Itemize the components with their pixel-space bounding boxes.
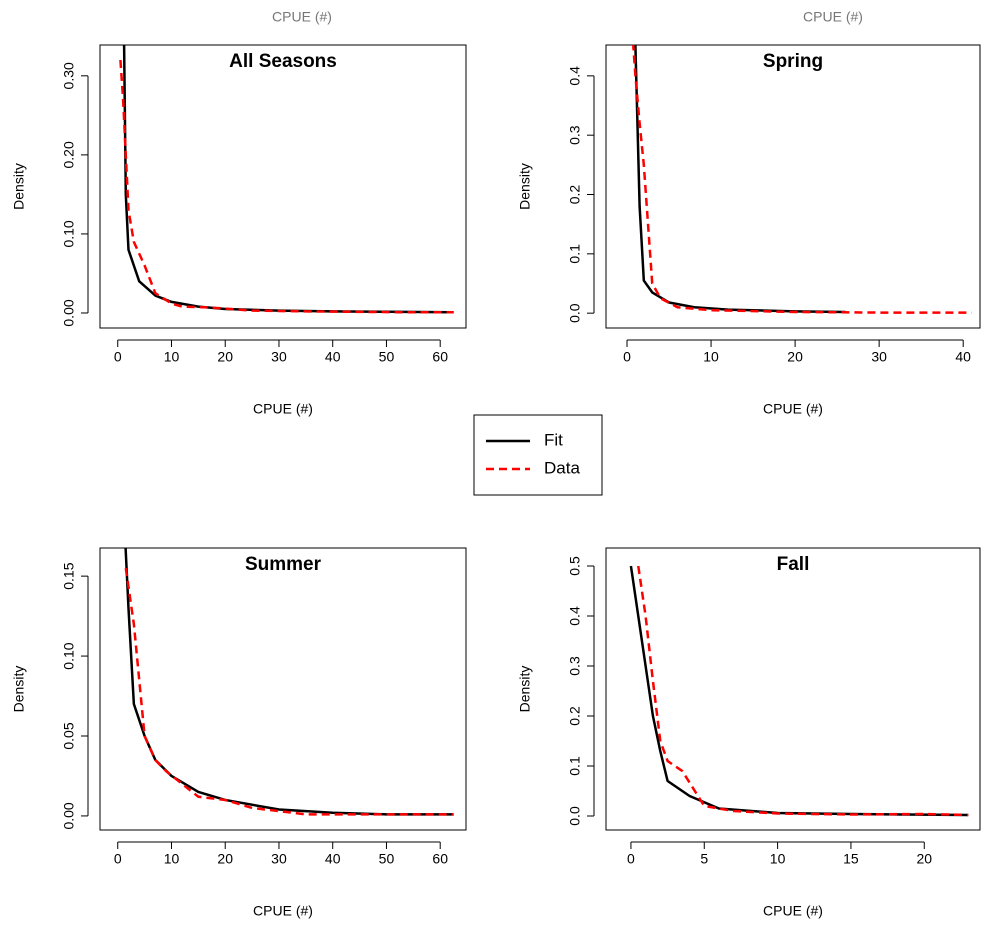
x-tick-label: 0 — [623, 349, 631, 365]
y-tick-label: 0.00 — [61, 299, 77, 326]
y-tick-label: 0.00 — [61, 802, 77, 829]
x-tick-label: 60 — [432, 349, 448, 365]
legend: Fit Data — [473, 414, 603, 496]
x-tick-label: 40 — [325, 349, 341, 365]
y-tick-label: 0.3 — [567, 656, 583, 676]
x-tick-label: 5 — [700, 851, 708, 867]
series-line — [631, 45, 972, 314]
x-tick-label: 10 — [164, 349, 180, 365]
y-tick-label: 0.10 — [61, 220, 77, 247]
cropped-label: CPUE (#) — [272, 9, 332, 25]
y-tick-label: 0.1 — [567, 244, 583, 264]
x-tick-label: 10 — [770, 851, 786, 867]
x-tick-label: 20 — [217, 349, 233, 365]
cropped-label: CPUE (#) — [803, 9, 863, 25]
x-tick-label: 40 — [325, 851, 341, 867]
x-tick-label: 15 — [843, 851, 859, 867]
plot-box — [605, 44, 981, 329]
plot-box — [605, 547, 981, 831]
x-tick-label: 50 — [379, 851, 395, 867]
x-axis-label: CPUE (#) — [763, 903, 823, 919]
x-tick-label: 0 — [627, 851, 635, 867]
y-tick-label: 0.2 — [567, 185, 583, 205]
x-tick-label: 30 — [271, 851, 287, 867]
plot-box — [99, 547, 467, 831]
y-tick-label: 0.05 — [61, 722, 77, 749]
x-tick-label: 20 — [916, 851, 932, 867]
x-axis-label: CPUE (#) — [763, 401, 823, 417]
y-tick-label: 0.2 — [567, 706, 583, 726]
y-axis-label: Density — [517, 163, 533, 210]
legend-label: Fit — [544, 430, 563, 449]
chart-title: Summer — [245, 554, 322, 575]
chart-title: Fall — [777, 554, 810, 575]
y-tick-label: 0.30 — [61, 62, 77, 89]
series-line — [634, 45, 846, 314]
y-tick-label: 0.10 — [61, 642, 77, 669]
y-tick-label: 0.20 — [61, 141, 77, 168]
y-tick-label: 0.1 — [567, 756, 583, 776]
y-axis-label: Density — [517, 666, 533, 713]
series-line — [637, 565, 969, 817]
x-tick-label: 30 — [871, 349, 887, 365]
x-axis-label: CPUE (#) — [253, 401, 313, 417]
x-tick-label: 20 — [787, 349, 803, 365]
x-tick-label: 0 — [114, 349, 122, 365]
plot-box — [99, 44, 467, 329]
y-axis-label: Density — [11, 163, 27, 210]
series-line — [124, 548, 454, 816]
y-axis-label: Density — [11, 666, 27, 713]
x-tick-label: 30 — [271, 349, 287, 365]
x-tick-label: 10 — [703, 349, 719, 365]
y-tick-label: 0.15 — [61, 562, 77, 589]
x-tick-label: 40 — [955, 349, 971, 365]
legend-box — [473, 414, 603, 496]
y-tick-label: 0.3 — [567, 125, 583, 145]
x-tick-label: 50 — [379, 349, 395, 365]
x-tick-label: 0 — [114, 851, 122, 867]
chart-title: Spring — [763, 51, 823, 72]
y-tick-label: 0.0 — [567, 806, 583, 826]
x-tick-label: 10 — [164, 851, 180, 867]
x-tick-label: 20 — [217, 851, 233, 867]
series-line — [122, 45, 454, 314]
series-line — [124, 567, 454, 816]
y-tick-label: 0.5 — [567, 556, 583, 576]
y-tick-label: 0.0 — [567, 303, 583, 323]
legend-label: Data — [544, 458, 580, 477]
chart-title: All Seasons — [229, 51, 337, 72]
y-tick-label: 0.4 — [567, 606, 583, 626]
x-tick-label: 60 — [432, 851, 448, 867]
x-axis-label: CPUE (#) — [253, 903, 313, 919]
y-tick-label: 0.4 — [567, 66, 583, 86]
